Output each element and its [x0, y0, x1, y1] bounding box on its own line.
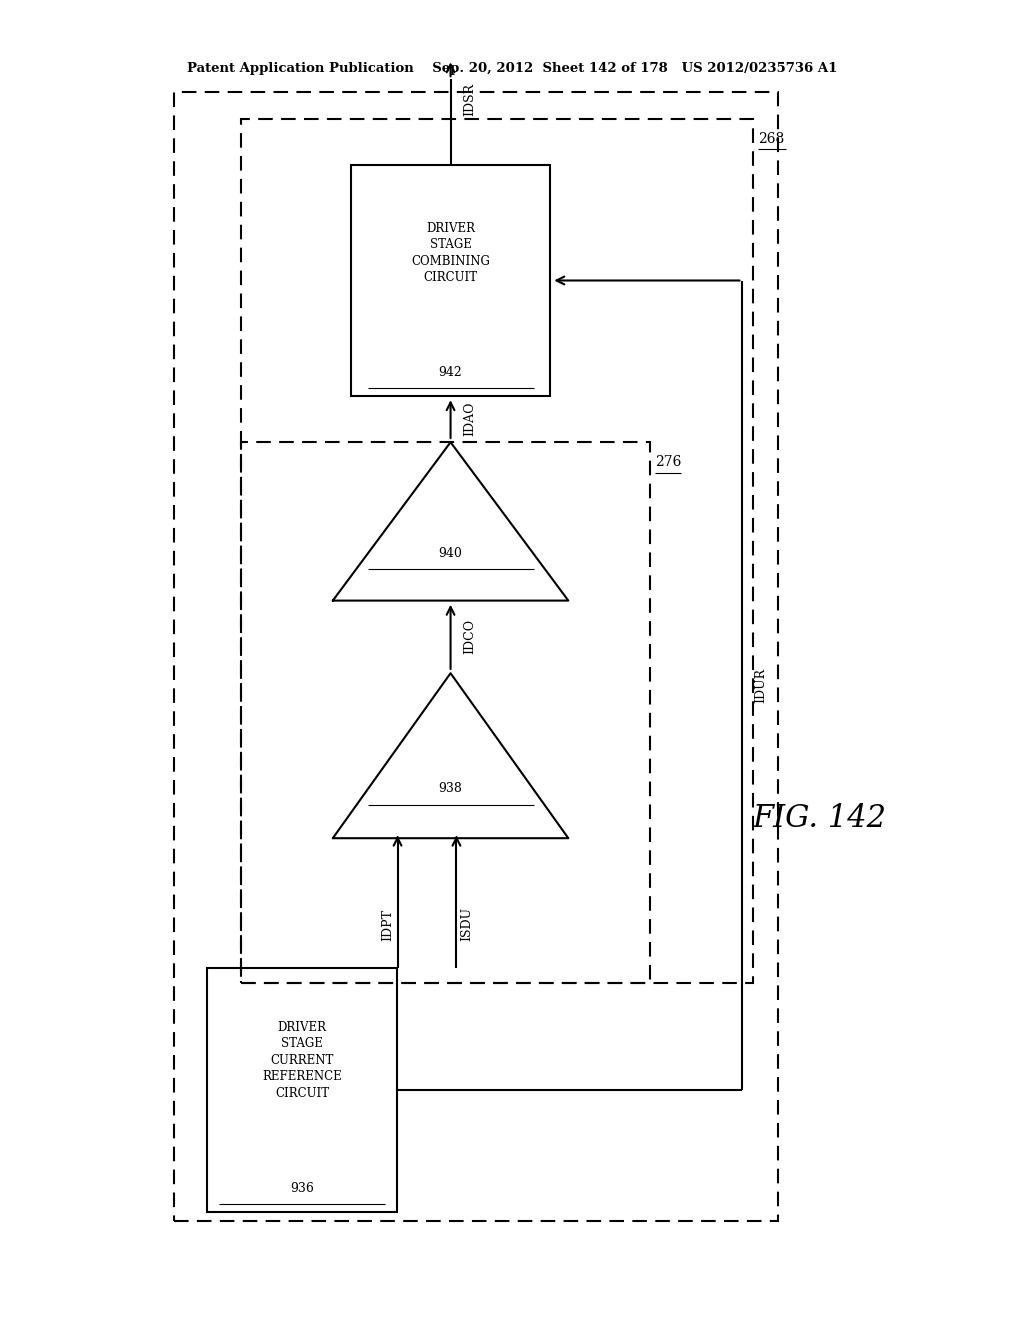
Text: 936: 936: [290, 1181, 314, 1195]
Text: 942: 942: [438, 366, 463, 379]
Text: 940: 940: [438, 546, 463, 560]
Text: IDUR: IDUR: [755, 668, 768, 702]
Text: ISDU: ISDU: [460, 907, 473, 941]
Text: Patent Application Publication    Sep. 20, 2012  Sheet 142 of 178   US 2012/0235: Patent Application Publication Sep. 20, …: [186, 62, 838, 75]
Text: IDAO: IDAO: [463, 401, 476, 437]
Bar: [241, 442, 650, 983]
Text: DRIVER
STAGE
COMBINING
CIRCUIT: DRIVER STAGE COMBINING CIRCUIT: [411, 222, 490, 284]
Text: 938: 938: [438, 783, 463, 795]
Text: 276: 276: [655, 455, 682, 469]
Text: FIG. 142: FIG. 142: [753, 803, 886, 834]
Bar: [350, 165, 551, 396]
Bar: [174, 92, 778, 1221]
Text: 268: 268: [758, 132, 784, 145]
Text: IDCO: IDCO: [463, 619, 476, 655]
Text: DRIVER
STAGE
CURRENT
REFERENCE
CIRCUIT: DRIVER STAGE CURRENT REFERENCE CIRCUIT: [262, 1020, 342, 1100]
Text: IDSR: IDSR: [463, 82, 476, 116]
Bar: [241, 119, 753, 983]
Text: IDPT: IDPT: [381, 909, 394, 941]
Bar: [207, 968, 396, 1212]
